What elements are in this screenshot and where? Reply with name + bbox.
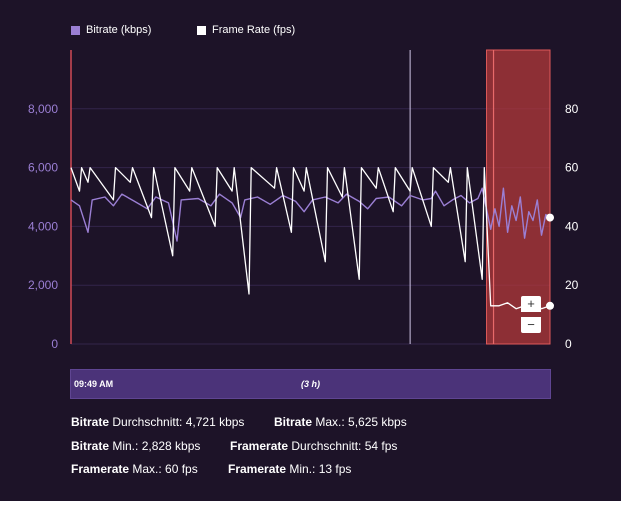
- framerate-end-marker: [546, 301, 554, 310]
- legend-item-bitrate[interactable]: Bitrate (kbps): [71, 24, 151, 36]
- left-axis-tick-label: 4,000: [28, 219, 58, 233]
- right-axis-tick-label: 60: [565, 161, 579, 175]
- right-axis-tick-label: 20: [565, 278, 579, 292]
- legend-label-framerate: Frame Rate (fps): [212, 24, 296, 36]
- stat-key: Bitrate: [71, 415, 110, 429]
- bitrate-swatch: [71, 25, 80, 35]
- stat-value: Durchschnitt: 54 fps: [288, 439, 398, 453]
- stat-bitrate-max: Bitrate Max.: 5,625 kbps: [274, 415, 407, 429]
- right-axis-tick-label: 40: [565, 219, 579, 233]
- timeline-navigator[interactable]: 09:49 AM (3 h): [70, 369, 551, 399]
- bitrate-series-line: [70, 187, 551, 242]
- stat-bitrate-avg: Bitrate Durchschnitt: 4,721 kbps: [71, 415, 244, 429]
- stat-bitrate-min: Bitrate Min.: 2,828 kbps: [71, 439, 200, 453]
- left-axis-tick-label: 0: [51, 337, 58, 351]
- stat-key: Framerate: [71, 462, 130, 476]
- right-axis-tick-label: 0: [565, 337, 572, 351]
- legend-item-framerate[interactable]: Frame Rate (fps): [197, 24, 295, 36]
- stat-value: Max.: 60 fps: [129, 462, 198, 476]
- zoom-out-button[interactable]: −: [521, 317, 541, 333]
- left-axis-tick-label: 6,000: [28, 161, 58, 175]
- stat-key: Framerate: [230, 439, 289, 453]
- framerate-swatch: [197, 25, 206, 35]
- bitrate-framerate-chart: 0 2,000 4,000 6,000 8,000 0 20 40 60 80: [28, 49, 579, 351]
- stat-key: Framerate: [228, 462, 287, 476]
- highlight-region: [486, 49, 551, 345]
- timeline-duration: (3 h): [301, 379, 320, 389]
- stat-value: Durchschnitt: 4,721 kbps: [109, 415, 245, 429]
- stat-value: Min.: 2,828 kbps: [109, 439, 201, 453]
- stat-value: Max.: 5,625 kbps: [312, 415, 407, 429]
- stat-framerate-min: Framerate Min.: 13 fps: [228, 462, 351, 476]
- left-axis-tick-label: 2,000: [28, 278, 58, 292]
- left-axis-tick-label: 8,000: [28, 102, 58, 116]
- stat-key: Bitrate: [71, 439, 110, 453]
- bitrate-end-marker: [546, 213, 554, 222]
- framerate-series-line: [70, 166, 551, 310]
- stat-framerate-max: Framerate Max.: 60 fps: [71, 462, 198, 476]
- zoom-in-button[interactable]: +: [521, 296, 541, 312]
- right-axis-tick-label: 80: [565, 102, 579, 116]
- timeline-start-time: 09:49 AM: [74, 379, 114, 389]
- legend-label-bitrate: Bitrate (kbps): [86, 24, 152, 36]
- stat-framerate-avg: Framerate Durchschnitt: 54 fps: [230, 439, 397, 453]
- stat-key: Bitrate: [274, 415, 313, 429]
- stat-value: Min.: 13 fps: [286, 462, 352, 476]
